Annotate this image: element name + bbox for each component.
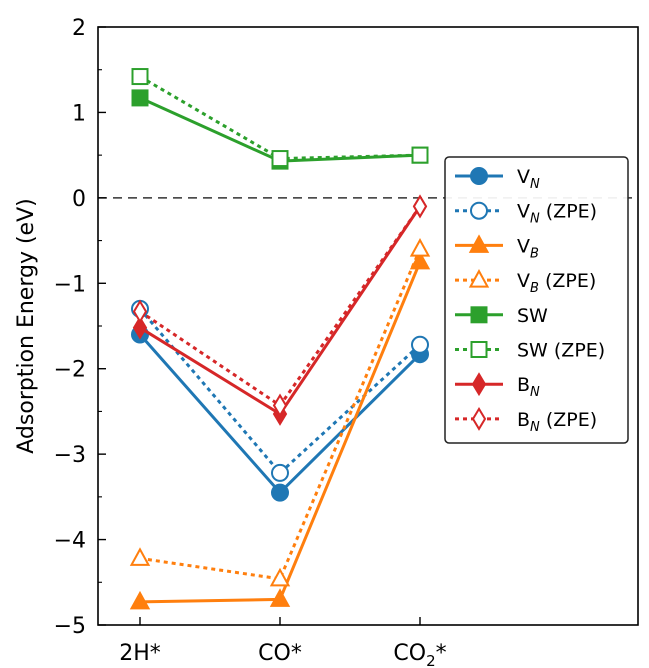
data-point: [272, 393, 288, 418]
legend: VN VN (ZPE) VB VB (ZPE) SW SW (ZPE) BN BN (ZPE): [444, 156, 629, 444]
y-tick-label: −2: [54, 358, 86, 383]
legend-marker: [470, 341, 488, 358]
legend-label: BN: [517, 374, 540, 400]
legend-label: VB: [517, 235, 539, 261]
data-point: [129, 590, 151, 610]
axis-layer: 2 1 0 −1 −2 −3 −4 −5 2H* CO* CO2*: [54, 16, 447, 668]
series-layer: [129, 68, 431, 610]
legend-marker: [471, 406, 487, 431]
legend-entry: VB (ZPE): [455, 269, 596, 296]
data-point: [129, 547, 151, 566]
data-point: [411, 146, 429, 164]
data-point: [271, 463, 289, 482]
data-point: [409, 238, 431, 257]
data-point: [411, 335, 429, 354]
legend-label: SW (ZPE): [517, 340, 605, 362]
data-point: [269, 588, 291, 607]
data-point: [132, 315, 148, 340]
x-tick-label: 2H*: [119, 641, 161, 666]
legend-entry: VN (ZPE): [455, 201, 597, 227]
legend-entry: BN: [455, 372, 540, 400]
legend-marker: [468, 234, 490, 253]
series-3: [129, 238, 431, 587]
data-point: [409, 250, 431, 270]
legend-marker: [471, 372, 487, 397]
data-point: [271, 150, 289, 168]
y-tick-label: 1: [72, 101, 86, 126]
data-point: [132, 299, 148, 324]
legend-label: VB (ZPE): [517, 270, 596, 296]
y-axis-label: Adsorption Energy (eV): [14, 198, 39, 453]
x-tick-label: CO2*: [393, 641, 446, 668]
series-line: [139, 205, 422, 408]
series-line: [138, 307, 422, 476]
legend-label: VN (ZPE): [517, 201, 597, 227]
legend-entry: SW: [455, 305, 548, 327]
legend-entry: VB: [455, 234, 539, 261]
legend-label: BN (ZPE): [517, 409, 597, 435]
y-tick-label: −5: [54, 614, 86, 639]
legend-label: VN: [517, 166, 540, 192]
y-tick-label: −4: [54, 529, 86, 554]
y-tick-label: −3: [54, 443, 86, 468]
legend-label: SW: [517, 305, 548, 327]
legend-marker: [470, 167, 488, 185]
x-tick-label: CO*: [258, 641, 302, 666]
series-2: [129, 250, 431, 610]
legend-entry: BN (ZPE): [455, 406, 597, 435]
legend-marker: [470, 201, 488, 220]
y-tick-label: 0: [72, 187, 86, 212]
data-point: [412, 194, 428, 219]
y-tick-label: 2: [72, 16, 86, 41]
data-point: [131, 68, 149, 86]
series-7: [132, 194, 428, 418]
legend-frame: [444, 156, 629, 444]
data-point: [269, 567, 291, 587]
series-5: [131, 68, 429, 168]
legend-marker: [468, 269, 490, 288]
legend-marker: [470, 306, 488, 324]
legend-entry: VN: [455, 166, 540, 192]
series-line: [139, 261, 422, 604]
data-point: [131, 89, 149, 107]
data-point: [271, 483, 289, 502]
legend-entry: SW (ZPE): [455, 340, 605, 362]
y-tick-label: −1: [54, 272, 86, 297]
